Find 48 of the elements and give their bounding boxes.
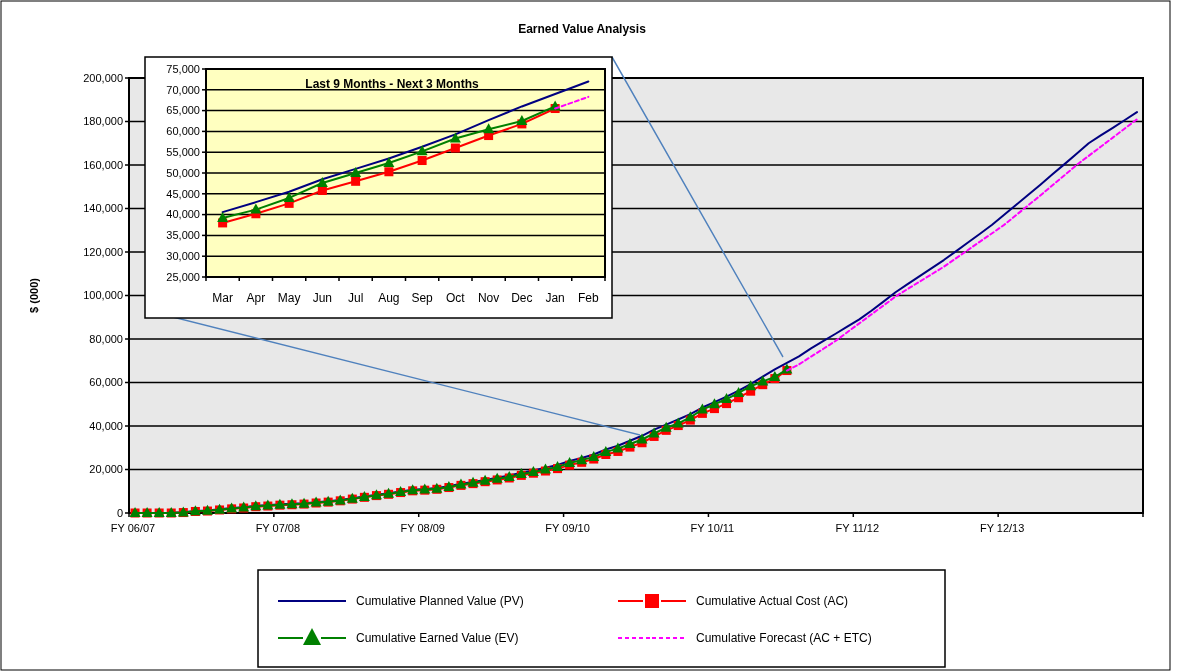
x-tick-label: Jan: [545, 291, 565, 305]
y-tick-label: 40,000: [166, 208, 200, 221]
legend-label: Cumulative Planned Value (PV): [356, 594, 524, 609]
y-tick-label: 50,000: [166, 166, 200, 179]
y-tick-label: 75,000: [166, 62, 200, 75]
x-tick-label: Jun: [312, 291, 333, 305]
y-tick-label: 65,000: [166, 104, 200, 117]
y-tick-label: 180,000: [83, 115, 123, 128]
y-tick-label: 70,000: [166, 83, 200, 96]
x-tick-label: May: [277, 291, 301, 305]
x-tick-label: FY 11/12: [835, 522, 880, 534]
y-tick-label: 35,000: [166, 229, 200, 242]
y-tick-label: 55,000: [166, 146, 200, 159]
y-tick-label: 120,000: [83, 245, 123, 258]
x-tick-label: Dec: [511, 291, 533, 305]
y-tick-label: 80,000: [89, 332, 123, 345]
x-tick-label: Oct: [446, 291, 466, 305]
y-tick-label: 25,000: [166, 270, 200, 283]
y-tick-label: 30,000: [166, 250, 200, 263]
x-tick-label: FY 12/13: [979, 522, 1025, 534]
x-tick-label: Mar: [212, 291, 233, 305]
y-tick-label: 60,000: [89, 376, 123, 389]
x-tick-label: FY 10/11: [690, 522, 735, 534]
y-tick-label: 20,000: [89, 463, 123, 476]
y-tick-label: 60,000: [166, 125, 200, 138]
y-tick-label: 0: [116, 506, 123, 519]
x-tick-label: FY 07/08: [255, 522, 301, 534]
y-tick-label: 40,000: [89, 419, 123, 432]
x-tick-label: Apr: [246, 291, 266, 305]
y-tick-label: 200,000: [83, 71, 123, 84]
x-tick-label: Jul: [347, 291, 364, 305]
y-tick-label: 160,000: [83, 158, 123, 171]
x-tick-label: Sep: [411, 291, 434, 305]
text: Last 9 Months - Next 3 Months: [305, 77, 479, 91]
legend-label: Cumulative Forecast (AC + ETC): [696, 631, 872, 646]
x-tick-label: FY 06/07: [110, 522, 156, 534]
y-tick-label: 140,000: [83, 202, 123, 215]
x-tick-label: Feb: [578, 291, 600, 305]
y-tick-label: 45,000: [166, 187, 200, 200]
legend-label: Cumulative Actual Cost (AC): [696, 594, 849, 609]
y-axis-title: $ (000): [28, 277, 40, 313]
x-tick-label: FY 09/10: [545, 522, 590, 534]
y-tick-label: 100,000: [83, 289, 123, 302]
x-tick-label: FY 08/09: [400, 522, 445, 534]
x-tick-label: Nov: [477, 291, 500, 305]
chart-title: Earned Value Analysis: [518, 22, 647, 36]
x-tick-label: Aug: [378, 291, 400, 305]
legend-label: Cumulative Earned Value (EV): [356, 631, 519, 646]
